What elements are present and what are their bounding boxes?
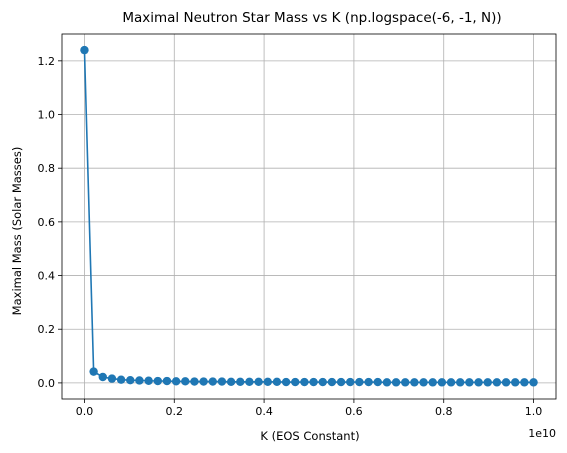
data-point	[529, 378, 538, 387]
data-point	[428, 378, 437, 387]
data-point	[153, 376, 162, 386]
data-point	[511, 378, 520, 387]
y-tick-label: 0.6	[38, 216, 56, 229]
data-point	[281, 377, 291, 387]
x-tick-label: 0.0	[76, 405, 94, 418]
ticks: 0.0 0.2 0.4 0.6 0.8 1.0 0.0 0.2 0.4 0.6 0.8 1.0 1.2	[38, 55, 543, 418]
data-point	[382, 378, 392, 387]
y-tick-label: 0.4	[38, 270, 56, 283]
x-axis-label: K (EOS Constant)	[260, 429, 359, 443]
data-point	[474, 378, 483, 387]
data-point	[272, 377, 282, 387]
data-point	[309, 377, 318, 387]
data-point	[300, 377, 309, 387]
data-point	[437, 378, 447, 387]
data-point	[501, 378, 511, 387]
data-point	[135, 376, 144, 385]
data-point	[456, 378, 465, 387]
x-tick-label: 1.0	[525, 405, 543, 418]
data-point	[162, 376, 172, 386]
x-offset-label: 1e10	[528, 427, 556, 440]
data-point	[208, 377, 217, 386]
data-point	[254, 377, 263, 387]
data-point	[98, 372, 107, 382]
x-tick-label: 0.2	[166, 405, 184, 418]
data-point	[126, 376, 135, 385]
data-point	[80, 45, 89, 55]
series	[80, 45, 538, 387]
data-point	[217, 377, 227, 386]
data-point	[391, 378, 401, 387]
y-tick-label: 0.8	[38, 162, 56, 175]
data-point	[446, 378, 456, 387]
x-tick-label: 0.8	[435, 405, 453, 418]
data-point	[419, 378, 428, 387]
data-point	[346, 377, 355, 387]
data-point	[245, 377, 254, 387]
data-point	[401, 378, 410, 387]
data-point	[116, 375, 126, 384]
chart-title: Maximal Neutron Star Mass vs K (np.logsp…	[122, 10, 501, 26]
data-point	[263, 377, 272, 387]
data-point	[364, 377, 373, 387]
y-tick-label: 1.2	[38, 55, 56, 68]
y-tick-label: 0.0	[38, 377, 56, 390]
data-point	[181, 377, 190, 386]
data-point	[373, 377, 382, 387]
data-point	[336, 377, 346, 387]
series-line	[83, 50, 534, 384]
data-point	[318, 377, 327, 387]
y-tick-label: 1.0	[38, 109, 56, 122]
x-tick-label: 0.6	[345, 405, 363, 418]
data-point	[355, 377, 364, 387]
data-point	[89, 367, 98, 376]
data-point	[199, 377, 208, 386]
plot-frame	[61, 33, 557, 400]
data-point	[236, 377, 245, 387]
data-point	[107, 374, 117, 383]
data-point	[520, 378, 529, 387]
data-point	[226, 377, 236, 387]
data-point	[144, 376, 153, 385]
x-tick-label: 0.4	[255, 405, 273, 418]
data-point	[465, 378, 474, 387]
y-tick-label: 0.2	[38, 323, 56, 336]
grid	[62, 34, 556, 399]
data-point	[327, 377, 337, 387]
data-point	[410, 378, 419, 387]
data-point	[483, 378, 492, 387]
data-point	[492, 378, 502, 387]
data-point	[291, 377, 300, 387]
data-point	[190, 377, 199, 386]
y-axis-label: Maximal Mass (Solar Masses)	[10, 147, 24, 316]
data-point	[171, 377, 181, 386]
